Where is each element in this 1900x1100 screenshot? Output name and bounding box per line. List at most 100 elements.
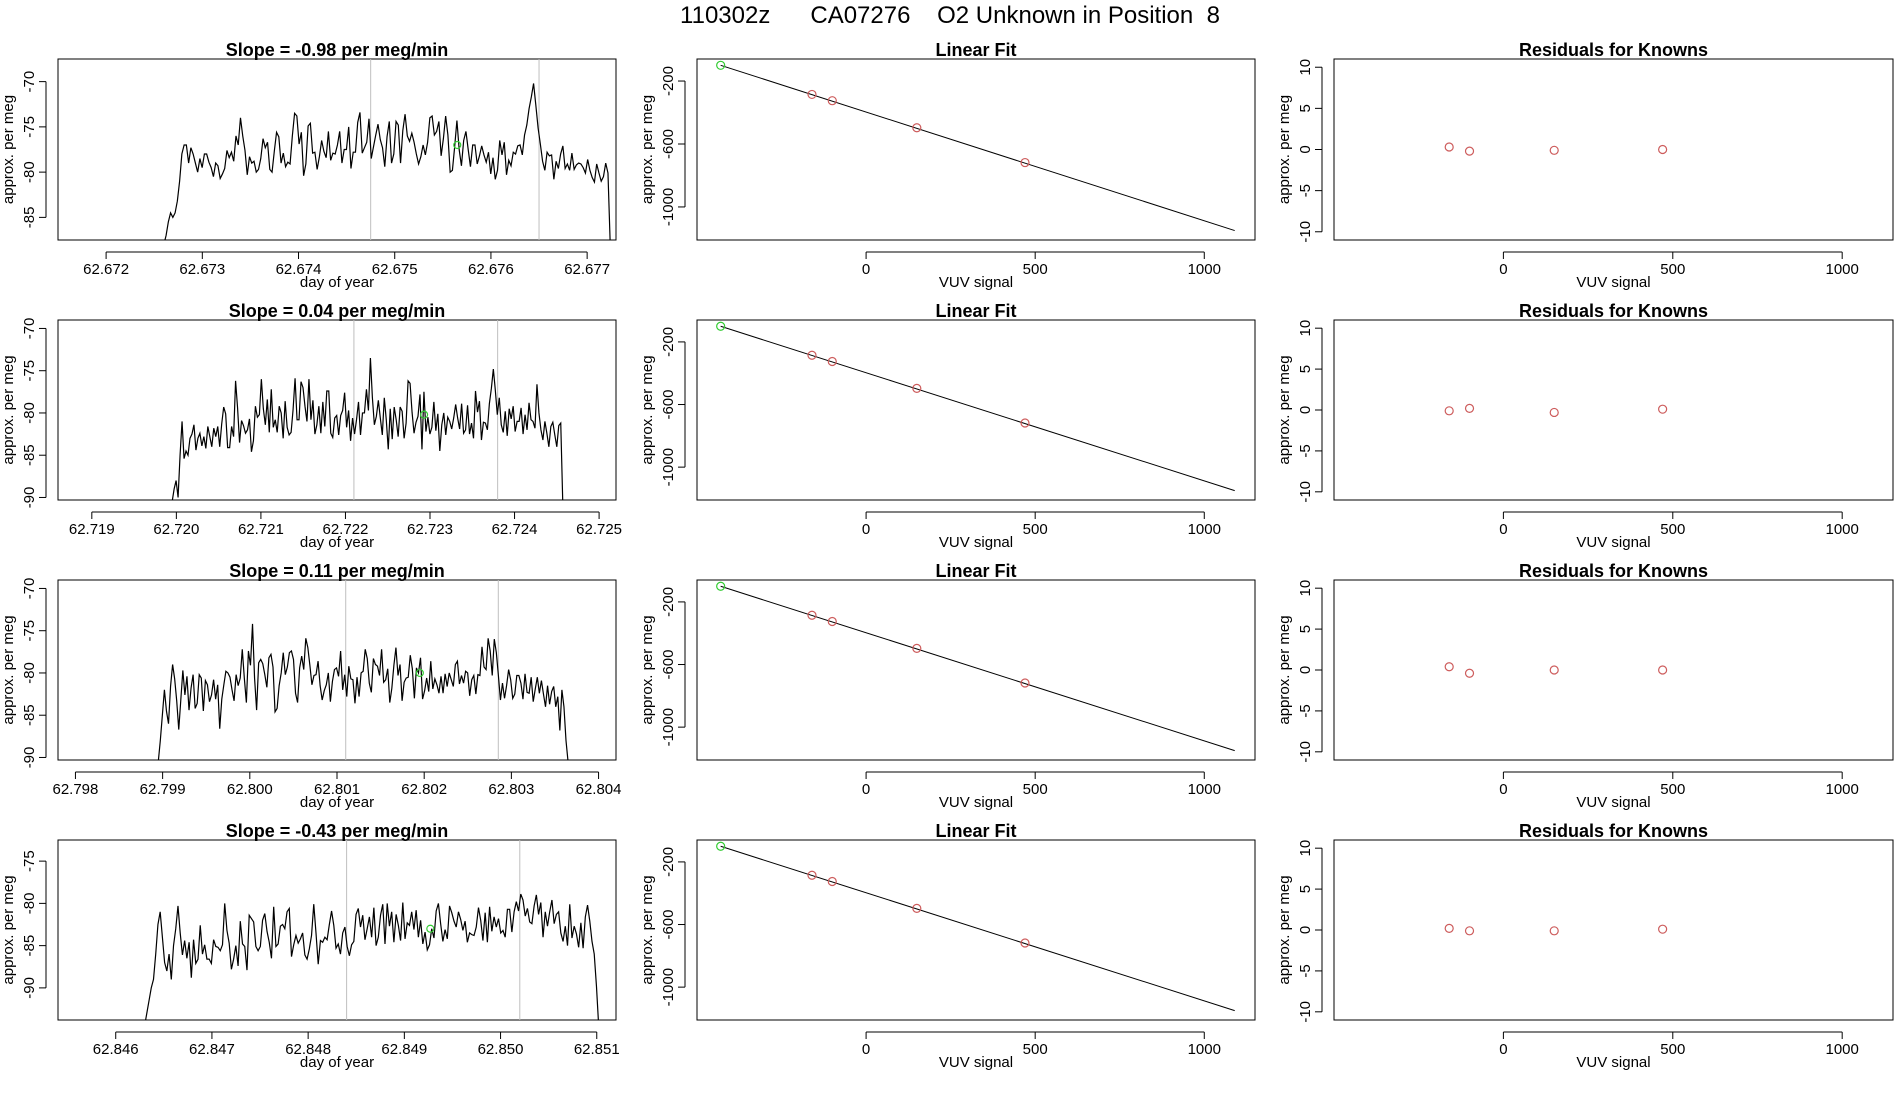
x-axis-label: day of year [300,1054,374,1071]
known-point [827,876,837,887]
y-tick-label: -600 [660,650,677,680]
y-axis-label: approx. per meg [1276,615,1293,724]
plot-frame [57,839,617,1021]
residual-point [1549,665,1559,675]
y-tick-label: -600 [660,390,677,420]
y-axis-label: approx. per meg [1276,95,1293,204]
plot-frame [696,319,1256,501]
highlight-point [426,924,435,933]
y-tick-label: -10 [1297,481,1314,503]
y-tick-label: -85 [21,207,38,229]
x-tick-label: 62.719 [69,521,115,538]
x-tick-label: 500 [1023,781,1048,798]
x-axis-label: day of year [300,794,374,811]
panel-title: Residuals for Knowns [1519,821,1708,841]
y-tick-label: -200 [660,327,677,357]
unknown-point [716,60,726,70]
series-line [145,893,599,1020]
panel-2-1: Slope = 0.04 per meg/min 62.719 62.720 62.7… [0,301,622,551]
y-tick-label: -200 [660,847,677,877]
plot-frame [57,58,617,241]
known-point [827,356,837,367]
y-tick-label: -80 [21,662,38,684]
x-axis-label: VUV signal [1576,794,1650,811]
y-tick-label: 0 [1297,666,1314,674]
x-tick-label: 62.846 [93,1041,139,1058]
y-tick-label: 5 [1297,885,1314,893]
y-tick-label: 0 [1297,145,1314,153]
y-tick-label: 0 [1297,406,1314,414]
y-axis-label: approx. per meg [639,95,656,204]
y-tick-label: -70 [21,318,38,340]
known-point [1020,938,1030,948]
highlight-point [415,668,424,678]
plot-frame [696,579,1256,761]
series-line [157,623,569,760]
plot-frame [1333,839,1894,1021]
x-axis-label: VUV signal [939,534,1013,551]
y-tick-label: -90 [21,747,38,769]
x-tick-label: 0 [1499,1041,1507,1058]
y-tick-label: -600 [660,129,677,159]
residual-point [1658,144,1668,155]
x-tick-label: 62.798 [52,781,98,798]
x-axis-label: VUV signal [939,794,1013,811]
highlight-point [453,140,462,150]
y-tick-label: 10 [1297,59,1314,76]
known-point [1020,157,1030,168]
plot-area [716,321,1235,492]
y-axis-label: approx. per meg [639,615,656,724]
known-point [912,383,922,393]
x-axis-label: day of year [300,534,374,551]
residual-point [1444,142,1454,152]
y-tick-label: 5 [1297,625,1314,633]
known-point [807,89,817,100]
unknown-point [716,841,726,851]
panel-title: Linear Fit [935,821,1016,841]
y-axis-label: approx. per meg [0,615,17,724]
y-tick-label: 5 [1297,104,1314,112]
y-tick-label: -85 [21,444,38,466]
plot-frame [696,839,1256,1021]
plot-frame [696,58,1256,241]
x-tick-label: 1000 [1825,521,1858,538]
panel-title: Residuals for Knowns [1519,561,1708,581]
x-tick-label: 62.800 [227,781,273,798]
known-point [807,870,817,880]
y-tick-label: -1000 [660,188,677,226]
x-tick-label: 0 [862,521,870,538]
residual-point [1464,403,1475,413]
y-tick-label: -75 [21,360,38,382]
residual-point [1658,665,1668,675]
x-axis-label: day of year [300,274,374,291]
residual-point [1549,145,1559,155]
plot-frame [57,319,617,501]
x-tick-label: 1000 [1825,1041,1858,1058]
residual-point [1444,406,1454,416]
x-tick-label: 500 [1023,521,1048,538]
x-axis-label: VUV signal [1576,534,1650,551]
known-point [827,96,837,106]
x-tick-label: 62.801 [314,781,360,798]
y-tick-label: -75 [21,850,38,872]
y-tick-label: -70 [21,578,38,600]
panel-4-1: Slope = -0.43 per meg/min 62.846 62.847 62.… [0,821,620,1071]
x-tick-label: 500 [1660,261,1685,278]
panel-3-3: Residuals for Knowns 0 500 1000 VUV signal -1… [1276,561,1894,811]
y-tick-label: -90 [21,487,38,509]
panel-title: Slope = -0.98 per meg/min [226,40,449,60]
known-point [912,123,922,133]
known-point [1020,678,1030,688]
y-tick-label: 10 [1297,320,1314,337]
x-tick-label: 62.724 [492,521,538,538]
panel-3-1: Slope = 0.11 per meg/min 62.798 62.799 62.8… [0,561,622,811]
x-tick-label: 0 [862,781,870,798]
x-tick-label: 0 [1499,781,1507,798]
y-tick-label: 10 [1297,580,1314,597]
x-tick-label: 0 [1499,261,1507,278]
highlight-point [419,410,429,419]
y-tick-label: 10 [1297,840,1314,857]
x-tick-label: 500 [1660,1041,1685,1058]
x-tick-label: 62.799 [140,781,186,798]
